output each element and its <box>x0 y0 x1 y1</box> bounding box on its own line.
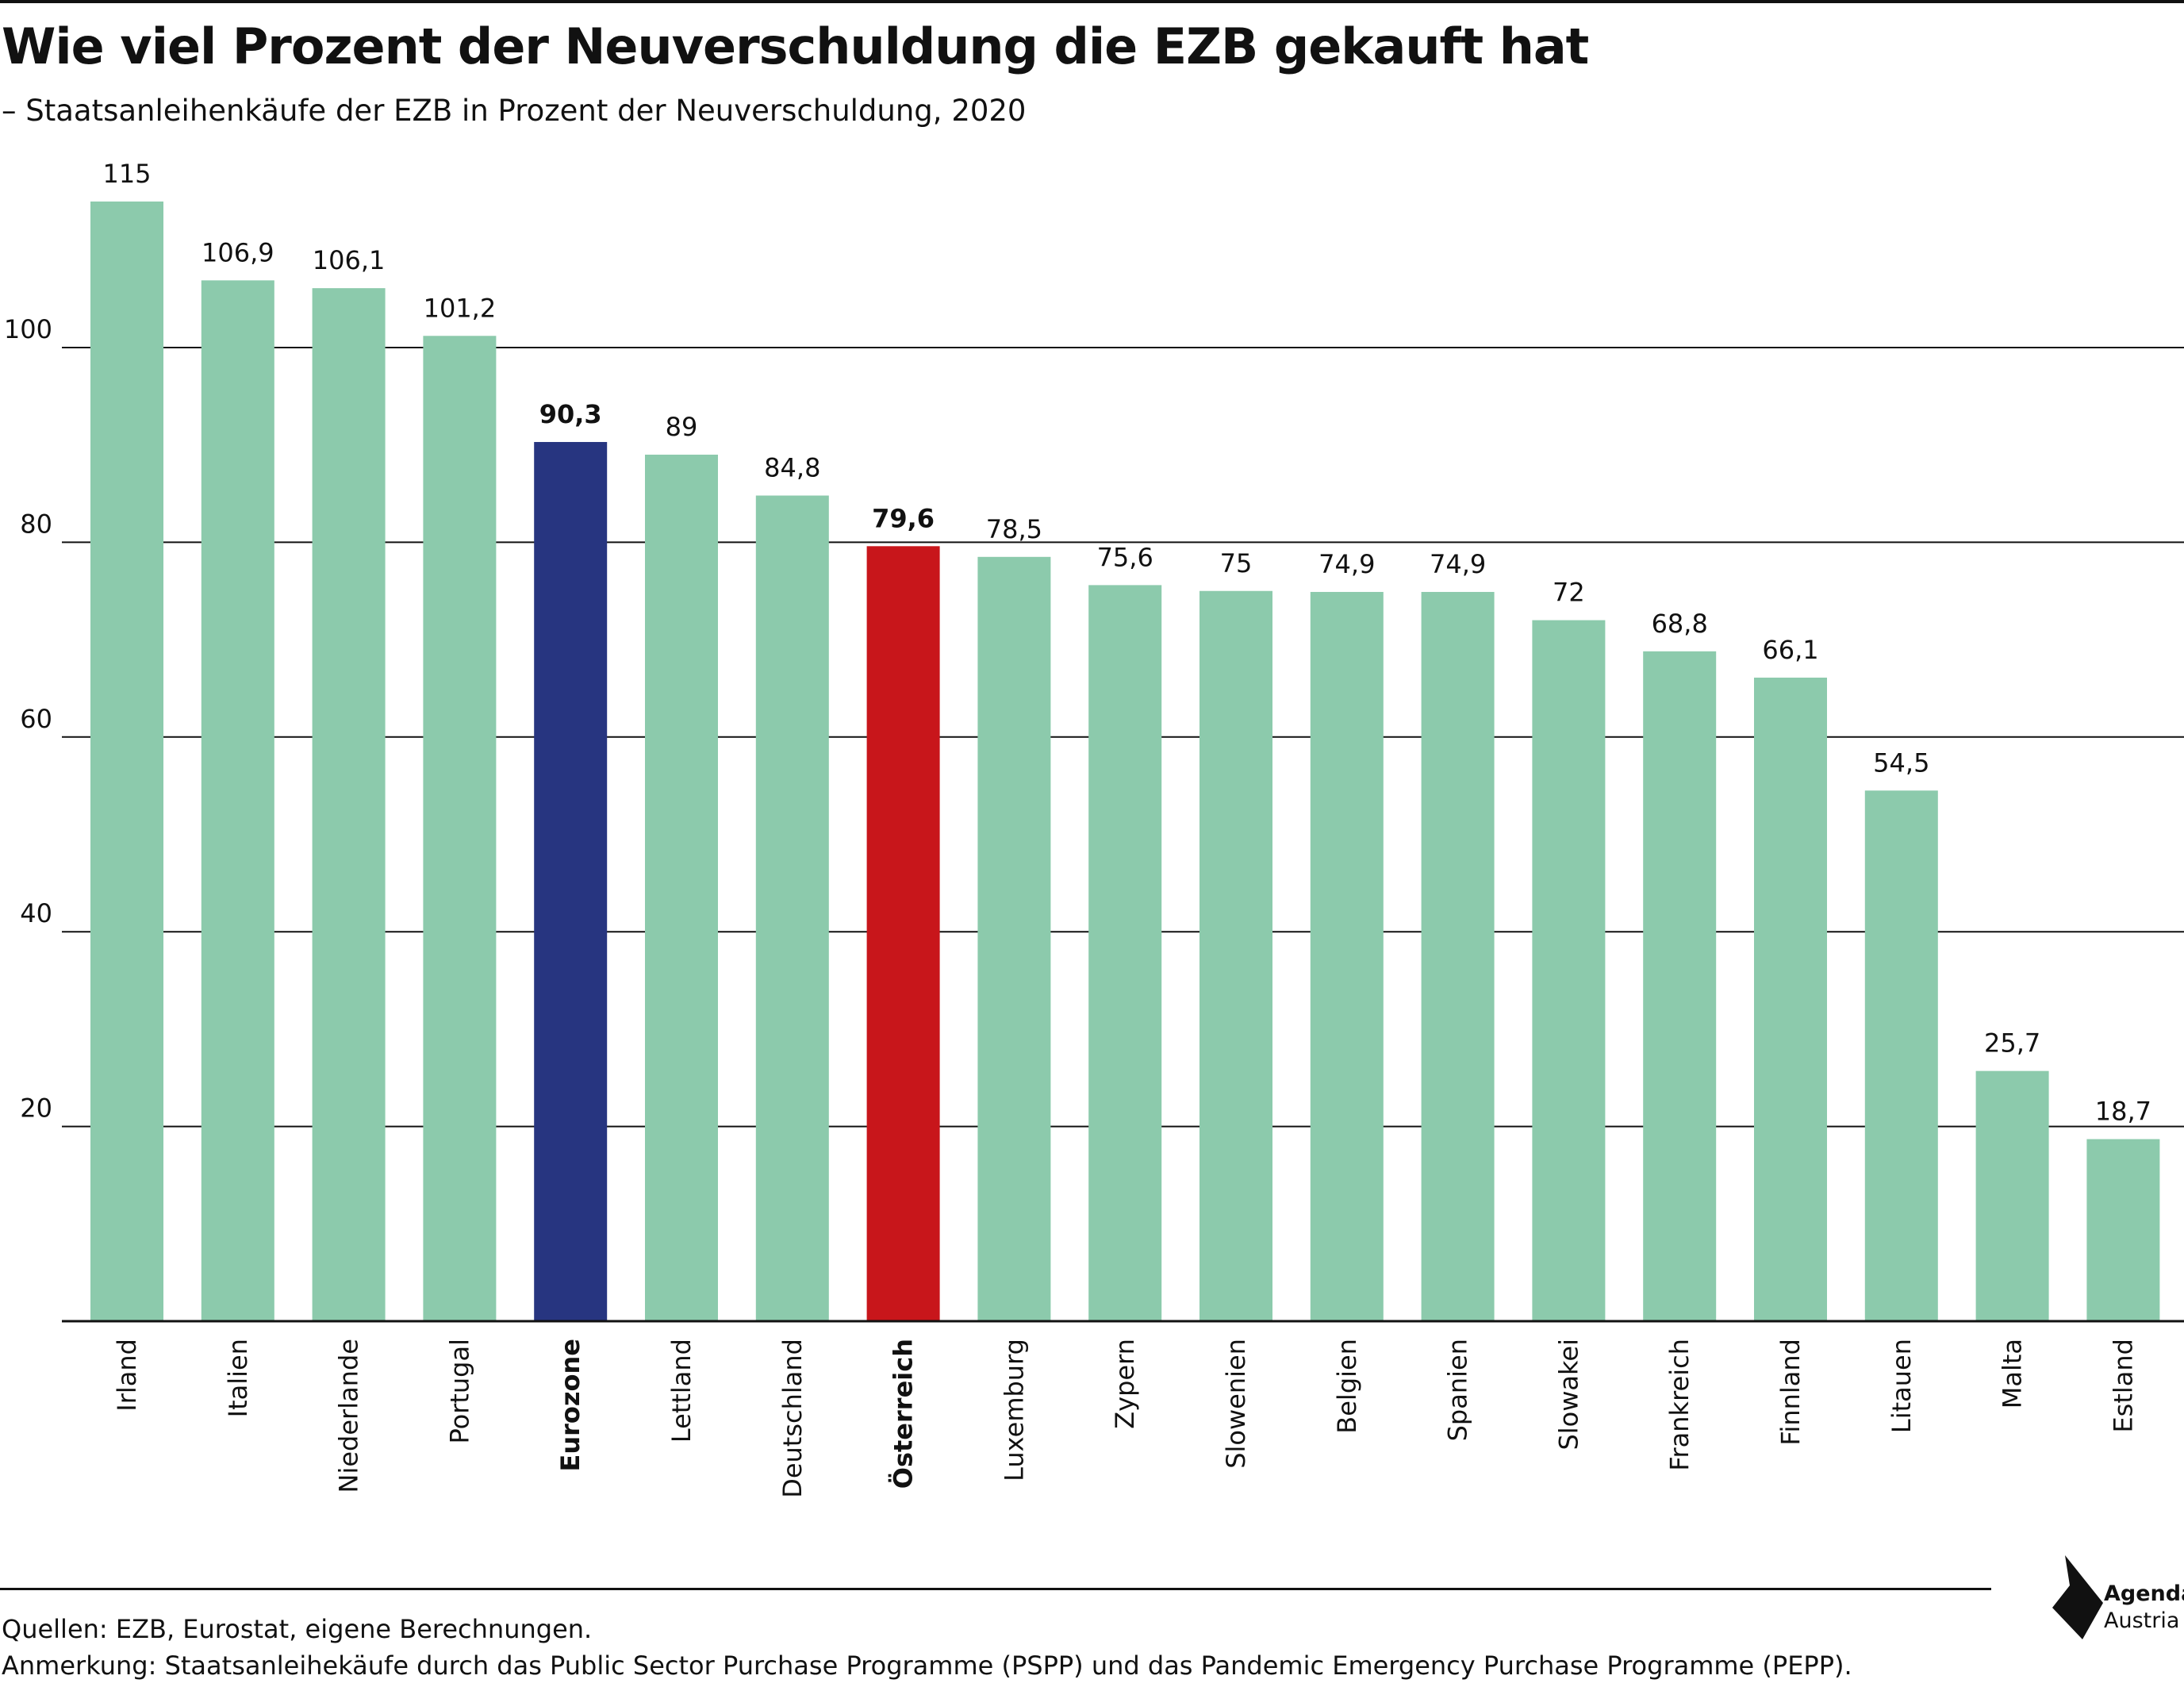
x-tick-label: Österreich <box>889 1339 919 1489</box>
bar <box>1199 590 1272 1321</box>
x-axis-labels: Irland Italien Niederlande Portugal Eurozone… <box>112 1339 2138 1498</box>
bar <box>1310 591 1384 1321</box>
x-tick-label: Finnland <box>1775 1339 1806 1446</box>
x-tick-label: Slowenien <box>1221 1339 1251 1469</box>
y-tick-label: 40 <box>20 898 52 928</box>
value-label: 90,3 <box>539 399 602 429</box>
top-rule <box>0 0 2184 3</box>
value-label: 25,7 <box>1984 1028 2040 1059</box>
x-tick-label: Litauen <box>1887 1339 1917 1433</box>
value-label: 72 <box>1553 578 1585 608</box>
x-tick-label: Luxemburg <box>999 1339 1029 1481</box>
x-tick-label: Portugal <box>444 1339 474 1444</box>
x-tick-label: Spanien <box>1443 1339 1473 1441</box>
agenda-austria-logo-icon <box>2052 1555 2103 1639</box>
value-label: 66,1 <box>1762 635 1818 665</box>
y-tick-label: 60 <box>20 704 52 734</box>
bar <box>1754 677 1827 1321</box>
bar <box>201 280 274 1321</box>
footer-rule <box>0 1588 1991 1590</box>
value-label: 18,7 <box>2095 1097 2151 1127</box>
bar <box>755 495 829 1321</box>
y-tick-label: 20 <box>20 1093 52 1124</box>
chart-title: Wie viel Prozent der Neuverschuldung die… <box>2 17 1589 75</box>
footer-note: Anmerkung: Staatsanleihekäufe durch das … <box>2 1650 1852 1681</box>
value-label: 101,2 <box>424 293 497 323</box>
chart-subtitle: – Staatsanleihenkäufe der EZB in Prozent… <box>2 94 1027 128</box>
bar <box>534 442 608 1321</box>
bar <box>1643 651 1717 1321</box>
x-tick-label: Eurozone <box>555 1339 585 1472</box>
bar <box>90 201 163 1322</box>
x-tick-label: Lettland <box>666 1339 697 1443</box>
y-tick-label: 80 <box>20 509 52 539</box>
bar <box>1975 1070 2049 1321</box>
bar-chart: 20 40 60 80 100 115 106,9 106,1 101,2 90,3 89 84,8… <box>4 159 2184 1498</box>
value-labels: 115 106,9 106,1 101,2 90,3 89 84,8 79,6 78,5 75,6… <box>102 159 2151 1127</box>
bar <box>866 546 940 1321</box>
bar <box>1421 591 1495 1321</box>
x-tick-label: Estland <box>2108 1339 2138 1433</box>
value-label: 78,5 <box>986 514 1042 544</box>
x-tick-label: Slowakei <box>1553 1339 1583 1451</box>
x-tick-label: Belgien <box>1332 1339 1362 1434</box>
value-label: 54,5 <box>1873 747 1929 778</box>
value-label: 79,6 <box>872 503 935 533</box>
value-label: 115 <box>102 159 151 189</box>
value-label: 84,8 <box>764 453 820 483</box>
x-tick-label: Italien <box>223 1339 253 1417</box>
y-tick-label: 100 <box>4 314 52 344</box>
value-label: 75,6 <box>1097 542 1153 572</box>
bars <box>90 201 2160 1322</box>
footer-sources: Quellen: EZB, Eurostat, eigene Berechnun… <box>2 1614 593 1644</box>
bar <box>312 288 386 1321</box>
x-tick-label: Malta <box>1998 1339 2028 1408</box>
logo-text-austria: Austria <box>2104 1608 2180 1633</box>
value-label: 68,8 <box>1652 609 1708 639</box>
x-tick-label: Irland <box>112 1339 142 1412</box>
x-tick-label: Zypern <box>1110 1339 1140 1429</box>
value-label: 75 <box>1220 548 1253 578</box>
logo-text-agenda: Agenda <box>2104 1581 2184 1606</box>
x-tick-label: Frankreich <box>1664 1339 1695 1471</box>
bar <box>645 454 718 1321</box>
value-label: 74,9 <box>1430 549 1486 579</box>
value-label: 106,9 <box>202 237 274 267</box>
x-tick-label: Niederlande <box>334 1339 364 1493</box>
value-label: 74,9 <box>1318 549 1375 579</box>
bar <box>1532 620 1606 1321</box>
bar <box>977 556 1051 1321</box>
bar <box>2086 1139 2160 1321</box>
bar <box>423 336 497 1321</box>
value-label: 89 <box>666 412 698 442</box>
value-label: 106,1 <box>313 245 386 275</box>
y-axis-ticks: 20 40 60 80 100 <box>4 314 52 1124</box>
x-tick-label: Deutschland <box>777 1339 808 1498</box>
bar <box>1088 585 1162 1321</box>
bar <box>1864 790 1938 1321</box>
